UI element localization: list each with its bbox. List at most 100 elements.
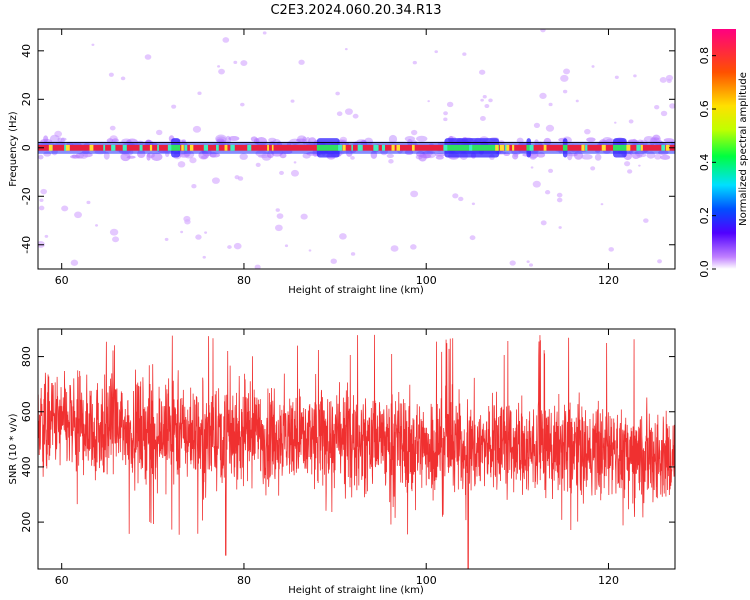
- spectrogram-blob: [636, 154, 643, 158]
- spectrogram-band-dash: [636, 144, 641, 151]
- spectrogram-speckle: [633, 74, 637, 78]
- spectrogram-speckle: [336, 111, 343, 117]
- spectrogram-blob: [594, 153, 602, 161]
- spectrogram-speckle: [308, 249, 312, 252]
- spectrogram-speckle: [540, 220, 547, 226]
- spectrogram-speckle: [95, 224, 99, 227]
- spectrogram-speckle: [563, 68, 571, 75]
- spectrogram-band-dash: [411, 144, 415, 151]
- spectrogram-speckle: [86, 200, 91, 205]
- spectrogram-band-dash: [358, 144, 363, 151]
- spectrogram-speckle: [628, 119, 634, 124]
- spectrogram-band-dash: [373, 144, 377, 151]
- spectrogram-band-dash: [443, 144, 448, 151]
- spectrogram-blob: [111, 138, 119, 143]
- spectrogram-blob: [49, 134, 60, 143]
- spectrogram-speckle: [560, 74, 569, 82]
- spectrogram-band-dash: [339, 144, 343, 151]
- spectrogram-band-dash: [181, 144, 184, 151]
- spectrogram-speckle: [529, 263, 534, 267]
- spectrogram-speckle: [443, 111, 448, 116]
- spectrogram-speckle: [654, 104, 660, 110]
- spectrogram-speckle: [197, 91, 202, 96]
- spectrogram-speckle: [471, 202, 476, 206]
- spectrogram-speckle: [192, 125, 202, 133]
- spectrogram-blob: [239, 153, 248, 160]
- spectrogram-band-dash: [224, 144, 228, 151]
- spectrogram-blob: [69, 154, 81, 159]
- spectrogram-weak-band: [613, 144, 627, 151]
- spectrogram-speckle: [469, 235, 476, 241]
- spectrogram-band-dash: [626, 144, 631, 151]
- spectrogram-band-dash: [139, 144, 143, 151]
- snr-y-tick-label: 400: [20, 456, 33, 477]
- spectrogram-band-dash: [661, 144, 666, 151]
- spectrogram-speckle: [390, 245, 399, 252]
- spectrogram-blob: [388, 134, 398, 144]
- spectrogram-frame: [37, 28, 676, 270]
- snr-y-tick-label: 200: [20, 512, 33, 533]
- spectrogram-speckle: [544, 190, 551, 195]
- spectrogram-speckle: [344, 47, 348, 51]
- spectrogram-speckle: [539, 92, 547, 99]
- spectrogram-blob: [663, 138, 675, 143]
- spectrogram-speckle: [195, 234, 202, 240]
- spectrogram-weak-band: [316, 144, 340, 151]
- spectrogram-speckle: [255, 162, 261, 167]
- spectrogram-heatmap: [38, 29, 675, 269]
- spectrogram-speckle: [184, 219, 191, 225]
- spectrogram-speckle: [462, 52, 467, 56]
- spectrogram-speckle: [482, 95, 487, 99]
- spectrogram-speckle: [548, 102, 553, 107]
- colorbar-tick-label: 0.6: [698, 100, 711, 118]
- spectrogram-weak-band: [526, 144, 532, 151]
- spectrogram-band-dash: [375, 144, 379, 151]
- spectrogram-band-dash: [582, 144, 585, 151]
- spectrogram-speckle: [234, 175, 240, 180]
- spectrogram-speckle: [91, 43, 95, 47]
- colorbar: 0.0 0.2 0.4 0.6 0.8 Normalized spectral ampl…: [698, 29, 749, 278]
- spectrogram-speckle: [254, 264, 261, 269]
- colorbar-tick-label: 0.2: [698, 207, 711, 225]
- spectrogram-speckle: [526, 260, 530, 263]
- spectrogram-speckle: [479, 116, 486, 121]
- spectrogram-speckle: [600, 203, 604, 206]
- colorbar-tick-label: 0.8: [698, 47, 711, 65]
- snr-x-tick-label: 60: [55, 574, 69, 587]
- spectrogram-blob: [296, 138, 306, 142]
- spectrogram-blob: [150, 152, 163, 161]
- spectrogram-band-dash: [65, 144, 70, 151]
- spectrogram-band-dash: [338, 144, 341, 151]
- spectrogram-speckle: [40, 188, 48, 195]
- spectrogram-blob: [250, 136, 258, 142]
- spectrogram-speckle: [659, 76, 667, 83]
- spectrogram-speckle: [202, 255, 206, 259]
- spectrogram-speckle: [484, 103, 490, 109]
- spectrogram-band-dash: [499, 144, 504, 151]
- spectrogram-band-dash: [189, 144, 194, 151]
- spectrogram-speckle: [290, 169, 299, 177]
- spectrogram-band-dash: [230, 144, 234, 151]
- spectrogram-band-dash: [184, 144, 188, 151]
- spectrogram-band-dash: [267, 144, 269, 151]
- spectrogram-speckle: [669, 103, 675, 109]
- spectrogram-main-band: [38, 144, 675, 151]
- snr-x-tick-label: 80: [237, 574, 251, 587]
- spectrogram-blob: [660, 154, 671, 160]
- spectrogram-speckle: [344, 108, 353, 115]
- spectrogram-speckle: [191, 184, 197, 189]
- spectrogram-speckle: [222, 37, 230, 43]
- spectrogram-blob: [146, 153, 151, 161]
- spectrogram-speckle: [120, 76, 126, 81]
- colorbar-tick-label: 0.4: [698, 154, 711, 172]
- spectrogram-speckle: [638, 164, 641, 167]
- spectrogram-speckle: [218, 68, 225, 75]
- spectrogram-x-tick-label: 100: [416, 274, 437, 287]
- spectrogram-band-dash: [157, 144, 159, 151]
- spectrogram-blob: [386, 153, 394, 158]
- spectrogram-x-tick-label: 120: [598, 274, 619, 287]
- spectrogram-ticks: 60 80 100 120 -40 -20 0 20 40: [20, 29, 675, 287]
- spectrogram-speckle: [70, 259, 79, 266]
- spectrogram-band-dash: [48, 144, 53, 151]
- spectrogram-speckle: [352, 113, 359, 119]
